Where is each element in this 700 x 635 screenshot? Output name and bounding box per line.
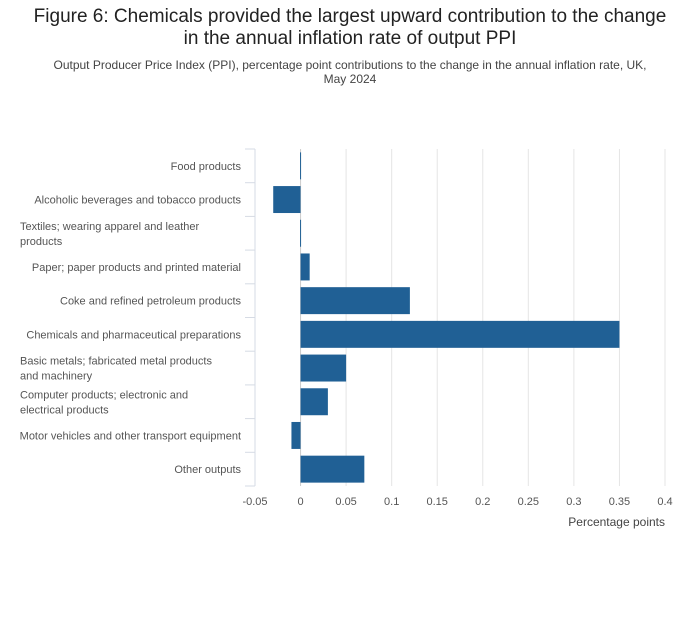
x-tick-label: 0.4 (657, 496, 672, 508)
bar (300, 253, 310, 281)
chart-subtitle: Output Producer Price Index (PPI), perce… (53, 58, 647, 86)
x-tick-label: 0.2 (475, 496, 490, 508)
category-label: Other outputs (174, 464, 241, 476)
bar (300, 455, 365, 483)
bar (291, 421, 301, 449)
category-label: Chemicals and pharmaceutical preparation… (26, 329, 241, 341)
category-label: Basic metals; fabricated metal products a… (20, 356, 212, 383)
x-tick-label: 0.15 (427, 496, 448, 508)
bar (300, 219, 302, 247)
category-label: Food products (171, 161, 242, 173)
category-label: Motor vehicles and other transport equip… (20, 430, 241, 442)
x-tick-label: 0.35 (609, 496, 630, 508)
x-tick-label: 0.1 (384, 496, 399, 508)
category-label: Textiles; wearing apparel and leather pro… (20, 221, 200, 248)
category-label: Paper; paper products and printed materi… (32, 262, 241, 274)
bar (300, 320, 620, 348)
bar (300, 152, 302, 180)
bar (300, 354, 347, 382)
x-axis-title: Percentage points (568, 515, 665, 529)
bar (300, 287, 410, 315)
bar (273, 186, 301, 214)
x-tick-label: 0.25 (518, 496, 539, 508)
x-tick-label: -0.05 (242, 496, 267, 508)
category-label: Alcoholic beverages and tobacco products (34, 195, 241, 207)
category-label: Coke and refined petroleum products (60, 296, 241, 308)
chart-title: Figure 6: Chemicals provided the largest… (33, 6, 667, 49)
x-tick-label: 0.05 (335, 496, 356, 508)
category-label: Computer products; electronic and electri… (20, 389, 188, 416)
x-tick-label: 0.3 (566, 496, 581, 508)
x-tick-label: 0 (297, 496, 303, 508)
bar (300, 388, 328, 416)
